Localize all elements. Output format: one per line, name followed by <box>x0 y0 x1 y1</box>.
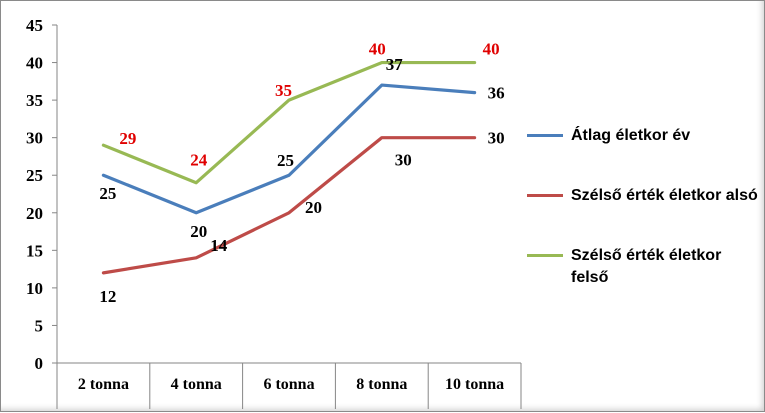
series-1-data-label: 25 <box>99 184 116 203</box>
series-1-data-label: 20 <box>190 222 207 241</box>
y-tick-label: 5 <box>35 316 44 335</box>
series-3-data-label: 29 <box>119 129 136 148</box>
legend-swatch-lower <box>527 194 563 197</box>
series-line-1 <box>103 85 474 213</box>
legend-label-average: Átlag életkor év <box>571 125 761 147</box>
x-tick-label: 8 tonna <box>356 376 407 393</box>
y-tick-label: 45 <box>26 16 43 35</box>
series-3-data-label: 24 <box>190 151 208 170</box>
series-1-data-label: 36 <box>488 84 505 103</box>
y-tick-label: 35 <box>26 91 43 110</box>
y-tick-label: 15 <box>26 241 43 260</box>
axes: 0 5 10 15 20 25 30 35 40 45 2 tonna 4 tonna 6 tonna 8… <box>26 16 521 409</box>
series-2-data-label: 30 <box>488 129 505 148</box>
y-tick-label: 0 <box>35 354 44 373</box>
series-2-data-label: 20 <box>305 198 322 217</box>
series-3-data-label: 40 <box>483 40 500 59</box>
y-tick-label: 25 <box>26 166 43 185</box>
y-tick-label: 20 <box>26 204 43 223</box>
y-tick-label: 10 <box>26 279 43 298</box>
series-2-data-label: 30 <box>395 151 412 170</box>
y-tick-label: 40 <box>26 54 43 73</box>
x-tick-label: 10 tonna <box>445 376 504 393</box>
series-1-data-label: 25 <box>277 151 294 170</box>
series-1-data-label: 37 <box>386 55 404 74</box>
y-tick-label: 30 <box>26 129 43 148</box>
x-tick-label: 2 tonna <box>78 376 129 393</box>
series-3-data-label: 35 <box>275 81 292 100</box>
legend-swatch-average <box>527 134 563 137</box>
legend-label-upper: Szélső érték életkor felső <box>571 245 761 289</box>
x-tick-label: 4 tonna <box>171 376 222 393</box>
series-2-data-label: 12 <box>99 287 116 306</box>
series-2-data-label: 14 <box>210 236 228 255</box>
x-tick-label: 6 tonna <box>263 376 314 393</box>
series-3-data-label: 40 <box>369 40 386 59</box>
legend-label-lower: Szélső érték életkor alsó <box>571 185 761 207</box>
legend-swatch-upper <box>527 254 563 257</box>
